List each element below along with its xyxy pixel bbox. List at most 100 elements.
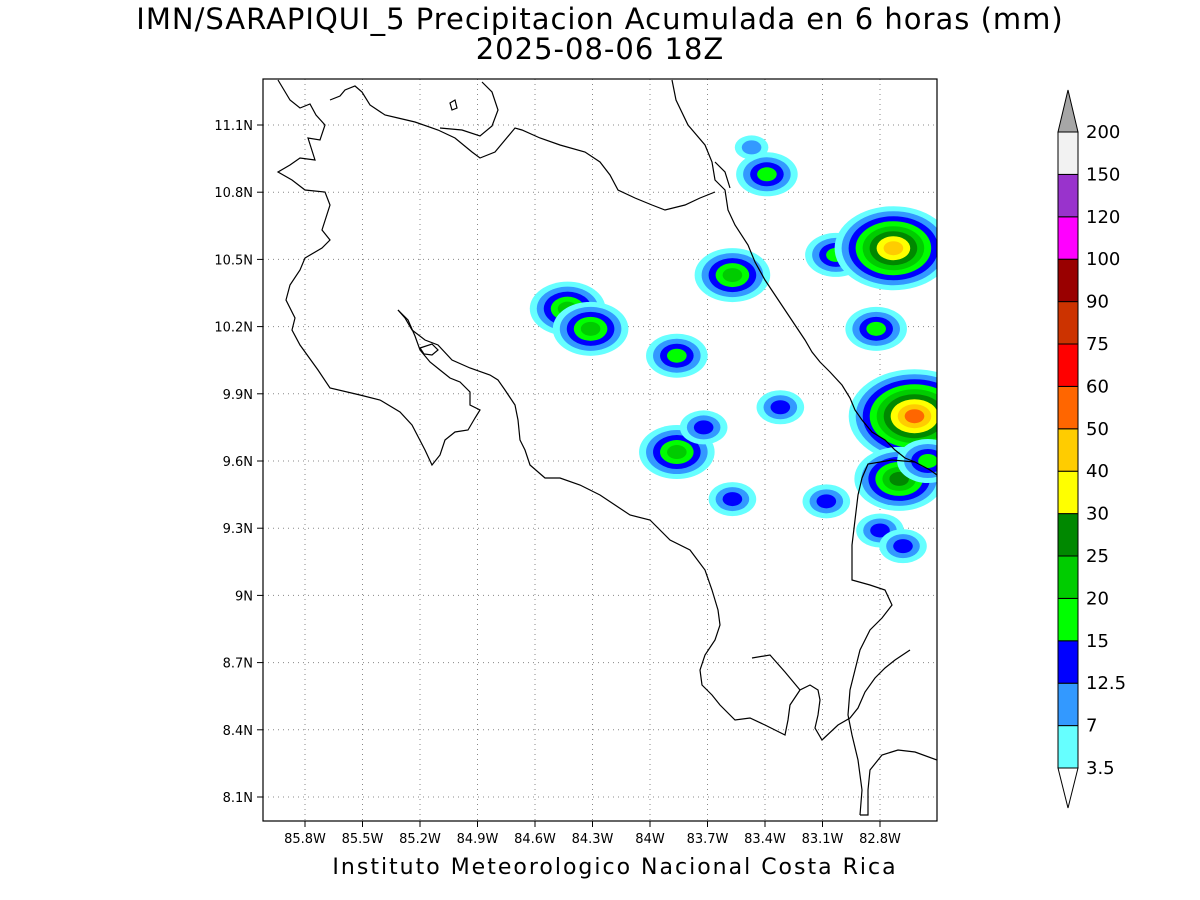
- colorbar-label: 30: [1086, 504, 1109, 525]
- precip-contour: [889, 471, 909, 486]
- lat-tick-label: 8.7N: [223, 657, 253, 672]
- lat-tick-label: 10.5N: [214, 253, 253, 268]
- colorbar-label: 50: [1086, 419, 1109, 440]
- precip-contour: [722, 492, 743, 507]
- coastline-borders: [276, 79, 937, 816]
- precip-cell: [845, 306, 907, 351]
- lat-tick-label: 9.6N: [223, 455, 253, 470]
- lat-tick-label: 11.1N: [214, 119, 253, 134]
- precipitation-field: [529, 135, 937, 564]
- precip-cell: [848, 369, 937, 464]
- colorbar-band: [1057, 385, 1079, 430]
- precip-contour: [816, 494, 837, 509]
- lon-tick-label: 83.4W: [744, 832, 786, 847]
- precip-cell: [856, 513, 904, 548]
- precip-cell: [897, 439, 937, 483]
- colorbar-label: 40: [1086, 461, 1109, 482]
- colorbar-label: 200: [1086, 122, 1120, 143]
- lat-tick-label: 9.9N: [223, 388, 253, 403]
- island-small: [419, 343, 439, 356]
- footer-credit: Instituto Meteorologico Nacional Costa R…: [332, 855, 898, 880]
- colorbar-label: 60: [1086, 376, 1109, 397]
- burica-point: [860, 749, 937, 816]
- colorbar-band: [1057, 173, 1079, 218]
- nicaragua-border: [276, 79, 481, 467]
- lon-tick-label: 85.8W: [284, 832, 326, 847]
- grid-lines: [263, 79, 937, 821]
- precip-contour: [893, 539, 913, 554]
- precip-cell: [736, 152, 798, 197]
- caribbean-coast: [671, 79, 937, 476]
- latitude-axis: 11.1N 10.8N 10.5N 10.2N 9.9N 9.6N 9.3N 9N 8.7N 8.…: [214, 119, 263, 806]
- lon-tick-label: 84.9W: [457, 832, 499, 847]
- lat-tick-label: 8.1N: [223, 791, 253, 806]
- precip-cell: [708, 482, 757, 517]
- colorbar-band: [1057, 513, 1079, 557]
- colorbar-band: [1057, 131, 1079, 175]
- lat-tick-label: 10.8N: [214, 186, 253, 201]
- precip-cell: [646, 333, 708, 378]
- precip-contour: [883, 241, 904, 256]
- lon-tick-label: 84.3W: [572, 832, 614, 847]
- precip-contour: [904, 409, 925, 424]
- lon-tick-label: 83.1W: [802, 832, 844, 847]
- precip-cell: [679, 410, 728, 445]
- precip-cell: [879, 529, 927, 564]
- nicoya-gulf-coast: [397, 309, 911, 741]
- island-lake: [449, 99, 458, 111]
- lon-tick-label: 84.6W: [514, 832, 556, 847]
- colorbar-band: [1057, 725, 1079, 769]
- precip-cell: [834, 206, 937, 291]
- precip-contour: [741, 140, 762, 155]
- colorbar-band: [1057, 343, 1079, 387]
- lon-tick-label: 85.2W: [399, 832, 441, 847]
- lon-tick-label: 85.5W: [342, 832, 384, 847]
- lon-tick-label: 83.7W: [687, 832, 729, 847]
- colorbar-label: 7: [1086, 716, 1097, 737]
- precip-cell: [552, 301, 629, 356]
- precip-contour: [918, 454, 937, 468]
- precip-contour: [870, 523, 890, 538]
- colorbar-label: 75: [1086, 334, 1109, 355]
- colorbar-arrow-low: [1057, 767, 1079, 809]
- precip-contour: [580, 321, 601, 336]
- precip-contour: [667, 348, 687, 363]
- colorbar-label: 120: [1086, 207, 1120, 228]
- precip-cell: [734, 135, 769, 160]
- colorbar-band: [1057, 216, 1079, 260]
- colorbar-label: 150: [1086, 164, 1120, 185]
- colorbar-band: [1057, 640, 1079, 684]
- lat-tick-label: 9.3N: [223, 522, 253, 537]
- colorbar-label: 12.5: [1086, 673, 1126, 694]
- precip-contour: [722, 268, 743, 283]
- precip-contour: [866, 321, 886, 336]
- colorbar-band: [1057, 555, 1079, 599]
- lat-tick-label: 9N: [235, 589, 253, 604]
- colorbar-arrow-high: [1057, 89, 1079, 133]
- colorbar-band: [1057, 258, 1079, 303]
- lat-tick-label: 10.2N: [214, 321, 253, 336]
- colorbar-band: [1057, 682, 1079, 727]
- tortuguero-spit: [714, 161, 731, 189]
- colorbar-band: [1057, 428, 1079, 472]
- lon-tick-label: 84W: [635, 832, 665, 847]
- colorbar-label: 90: [1086, 292, 1109, 313]
- map-title: IMN/SARAPIQUI_5 Precipitacion Acumulada …: [136, 2, 1064, 36]
- colorbar-label: 100: [1086, 249, 1120, 270]
- precip-contour: [667, 445, 687, 460]
- colorbar-label: 3.5: [1086, 758, 1115, 779]
- precip-contour: [770, 400, 791, 415]
- longitude-axis: 85.8W 85.5W 85.2W 84.9W 84.6W 84.3W 84W 83.7W 83…: [284, 821, 901, 847]
- precip-contour: [693, 420, 714, 435]
- north-border: [329, 85, 716, 211]
- colorbar-label: 20: [1086, 588, 1109, 609]
- plot-frame: [262, 78, 938, 822]
- colorbar-label: 15: [1086, 631, 1109, 652]
- precip-cell: [694, 248, 771, 303]
- osa-peninsula: [751, 654, 801, 691]
- precip-contour: [757, 167, 777, 182]
- colorbar-band: [1057, 597, 1079, 642]
- colorbar-band: [1057, 301, 1079, 345]
- panama-border: [847, 459, 916, 816]
